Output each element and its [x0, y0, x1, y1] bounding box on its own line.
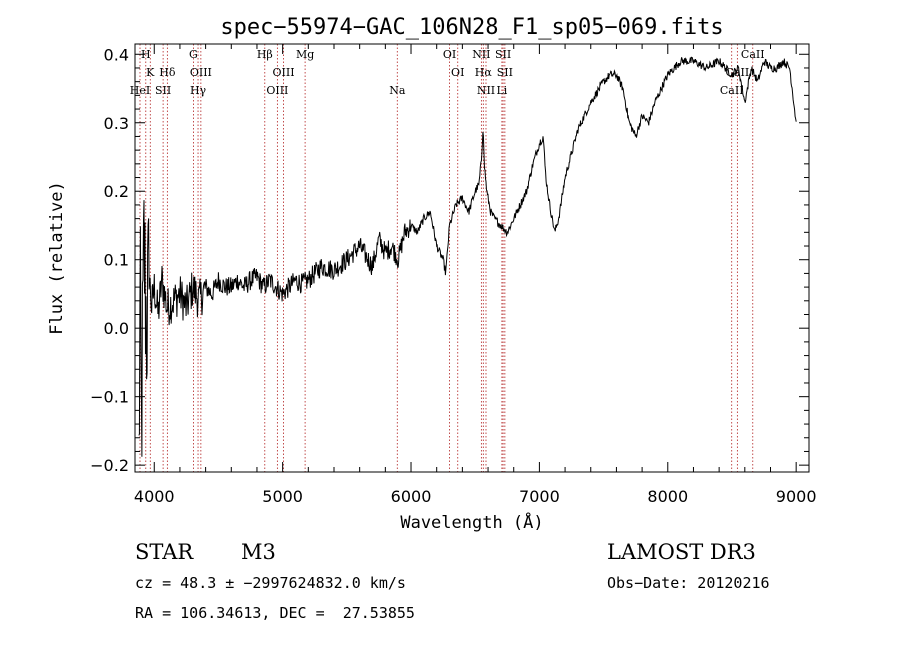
x-tick-label: 7000 [519, 487, 560, 506]
y-axis-label: Flux (relative) [47, 181, 67, 335]
spectral-line-label: G [189, 48, 198, 61]
redshift-line: cz = 48.3 ± −2997624832.0 km/s [135, 574, 406, 592]
spectral-line-label: SII [495, 48, 511, 61]
y-tick-label: −0.2 [90, 456, 129, 475]
spectral-line-label: Mg [296, 48, 314, 61]
spectral-line-label: SII [497, 66, 513, 79]
x-axis-ticks: 4000 5000 6000 7000 8000 9000 [134, 44, 817, 506]
spectral-line-markers [139, 44, 754, 472]
x-tick-label: 6000 [391, 487, 432, 506]
flux-series [138, 56, 797, 457]
spectral-line-label: K [146, 66, 155, 79]
spectral-line-label: CaII [741, 48, 765, 61]
obs-date: Obs−Date: 20120216 [607, 574, 770, 592]
y-tick-label: −0.1 [90, 388, 129, 407]
spectral-line-label: Li [496, 84, 507, 97]
spectral-line-label: Hα [475, 66, 493, 79]
spectrum-chart: spec−55974−GAC_106N28_F1_sp05−069.fits H… [47, 15, 817, 533]
spectral-line-label: OIII [190, 66, 212, 79]
y-tick-label: 0.2 [104, 182, 129, 201]
spectral-line-label: Hβ [257, 48, 273, 61]
x-tick-label: 4000 [134, 487, 175, 506]
flux-line [138, 56, 797, 457]
spectral-line-label: Na [389, 84, 406, 97]
spectral-line-label: NII [472, 48, 490, 61]
spectral-line-label: CaII [720, 84, 744, 97]
y-tick-label: 0.4 [104, 45, 129, 64]
y-axis-ticks: −0.2 −0.1 0.0 0.1 0.2 0.3 0.4 [90, 45, 809, 475]
spectral-line-label: NII [477, 84, 495, 97]
x-axis-label: Wavelength (Å) [400, 511, 543, 533]
y-tick-label: 0.1 [104, 251, 129, 270]
spectral-line-label: OIII [273, 66, 295, 79]
spectral-line-label: SII [155, 84, 171, 97]
ra-dec-line: RA = 106.34613, DEC = 27.53855 [135, 604, 415, 622]
x-tick-label: 5000 [262, 487, 303, 506]
spectral-line-label: OIII [266, 84, 288, 97]
x-tick-label: 8000 [647, 487, 688, 506]
spectral-line-label: Hδ [159, 66, 176, 79]
spectral-line-label: H [141, 48, 151, 61]
object-subclass: M3 [241, 540, 276, 564]
plot-frame [134, 43, 810, 473]
spectral-line-label: OI [443, 48, 456, 61]
y-tick-label: 0.3 [104, 114, 129, 133]
spectral-line-label: OI [451, 66, 464, 79]
object-class: STAR [135, 540, 194, 564]
spectral-line-label: HeI [130, 84, 150, 97]
x-tick-label: 9000 [776, 487, 817, 506]
spectral-line-label: Hγ [190, 84, 207, 97]
y-tick-label: 0.0 [104, 319, 129, 338]
chart-title: spec−55974−GAC_106N28_F1_sp05−069.fits [220, 15, 723, 40]
survey-name: LAMOST DR3 [607, 540, 756, 564]
